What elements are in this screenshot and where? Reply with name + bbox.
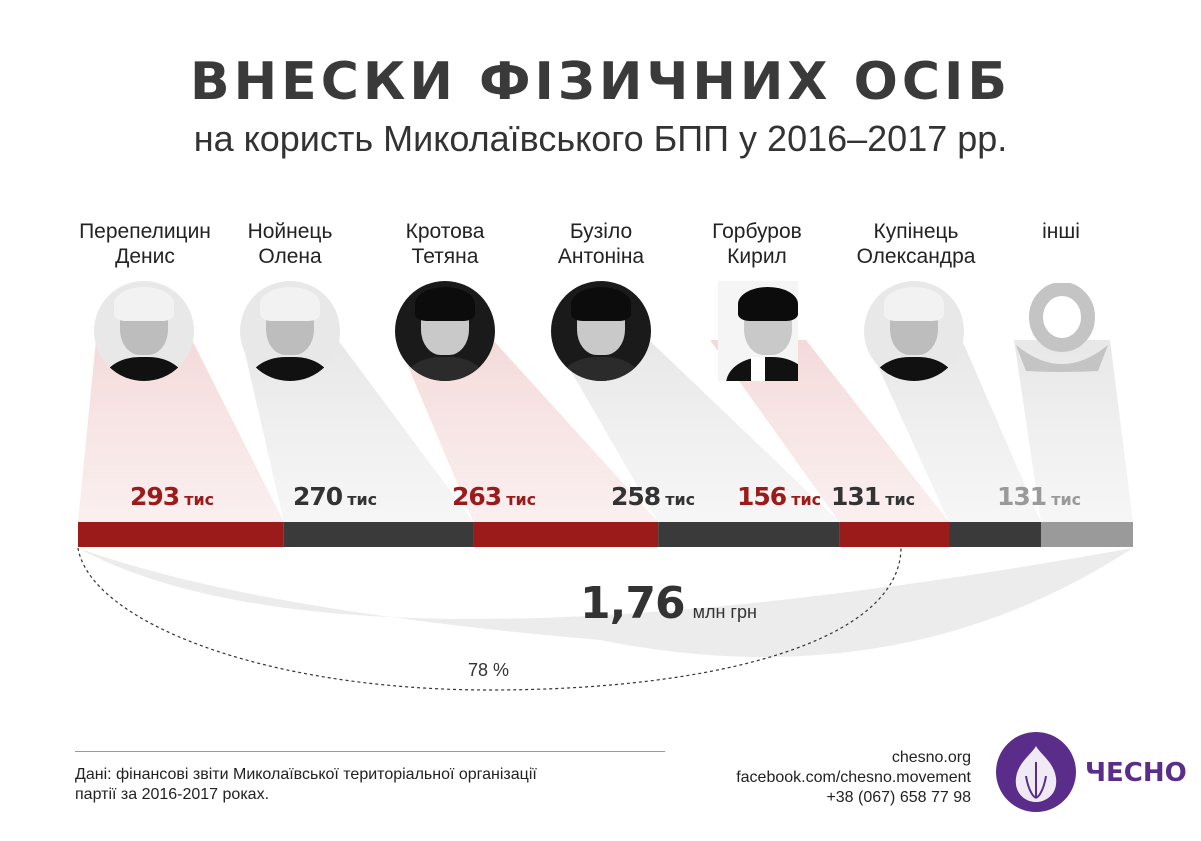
bar-segment-0 bbox=[78, 522, 284, 547]
person-name-perepelytsyn: Перепелицин Денис bbox=[79, 220, 211, 268]
phone-number: +38 (067) 658 77 98 bbox=[826, 789, 971, 806]
contacts: chesno.org facebook.com/chesno.movement … bbox=[736, 748, 971, 808]
bar-segment-2 bbox=[473, 522, 659, 547]
beam-6 bbox=[1014, 340, 1133, 522]
beam-1 bbox=[242, 340, 474, 522]
site-link[interactable]: chesno.org bbox=[891, 749, 971, 766]
facebook-link[interactable]: facebook.com/chesno.movement bbox=[736, 769, 971, 786]
value-kupinets: 131 тис bbox=[831, 482, 916, 511]
beam-3 bbox=[553, 340, 840, 522]
photo-buzilo bbox=[551, 281, 651, 381]
page-title: ВНЕСКИ ФІЗИЧНИХ ОСІБ bbox=[190, 52, 1011, 112]
person-name-noinets: Нойнець Олена bbox=[247, 220, 333, 268]
photo-krotova bbox=[395, 281, 495, 381]
person-placeholder-icon bbox=[1016, 283, 1108, 372]
value-krotova: 263 тис bbox=[452, 482, 537, 511]
bar-segment-1 bbox=[283, 522, 474, 547]
photo-perepelytsyn bbox=[94, 281, 194, 381]
beam-5 bbox=[866, 340, 1041, 522]
value-buzilo: 258 тис bbox=[611, 482, 696, 511]
total-ellipse-fill bbox=[78, 548, 1133, 657]
share-label: 78 % bbox=[468, 660, 510, 680]
value-perepelytsyn: 293 тис bbox=[130, 482, 215, 511]
chesno-logo-icon bbox=[996, 732, 1076, 812]
beam-2 bbox=[397, 340, 659, 522]
bar-segment-3 bbox=[658, 522, 840, 547]
share-arc bbox=[77, 547, 902, 691]
value-gorburov: 156 тис bbox=[737, 482, 822, 511]
total-amount: 1,76 млн грн bbox=[580, 578, 757, 629]
divider bbox=[75, 751, 665, 752]
beam-0 bbox=[78, 340, 284, 522]
logo-text: ЧЕСНО bbox=[1085, 758, 1187, 788]
source-note: Дані: фінансові звіти Миколаївської тери… bbox=[75, 766, 537, 803]
photo-gorburov bbox=[718, 281, 798, 381]
bar-segment-4 bbox=[839, 522, 949, 547]
person-name-buzilo: Бузіло Антоніна bbox=[557, 220, 645, 268]
value-noinets: 270 тис bbox=[293, 482, 378, 511]
photo-kupinets bbox=[864, 281, 964, 381]
value-others: 131 тис bbox=[997, 482, 1082, 511]
beam-4 bbox=[710, 340, 949, 522]
person-name-gorburov: Горбуров Кирил bbox=[712, 220, 802, 268]
bar-segment-5 bbox=[948, 522, 1041, 547]
page-subtitle: на користь Миколаївського БПП у 2016–201… bbox=[193, 118, 1008, 159]
person-name-others: інші bbox=[1042, 220, 1080, 243]
photo-noinets bbox=[240, 281, 340, 381]
bar-segment-6 bbox=[1040, 522, 1133, 547]
person-name-kupinets: Купінець Олександра bbox=[856, 220, 976, 268]
person-name-krotova: Кротова Тетяна bbox=[405, 220, 485, 268]
